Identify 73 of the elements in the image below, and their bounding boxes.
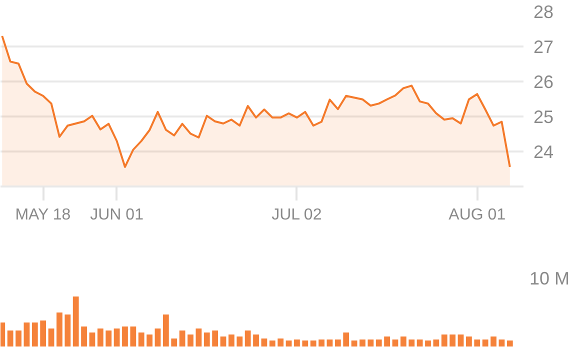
x-tick-label: JUN 01	[90, 206, 144, 224]
bar	[48, 328, 54, 346]
bar	[368, 340, 374, 346]
y-tick-label: 27	[534, 37, 554, 57]
bar	[384, 336, 390, 346]
bar	[56, 312, 62, 346]
bar	[392, 340, 398, 346]
bar	[310, 340, 316, 346]
bar	[506, 340, 513, 346]
bar	[302, 340, 308, 346]
x-tick-label: AUG 01	[448, 206, 506, 224]
bar	[351, 340, 358, 346]
bar	[24, 322, 30, 346]
y-tick-label: 28	[534, 2, 554, 22]
bar	[220, 336, 226, 346]
bar	[278, 338, 284, 346]
bar	[253, 334, 259, 346]
bar	[171, 338, 178, 346]
bar	[97, 328, 104, 346]
bar	[72, 296, 79, 346]
bar	[269, 340, 276, 346]
bar	[204, 332, 210, 346]
text: 10 M	[530, 268, 570, 288]
bar	[162, 314, 169, 346]
bar	[130, 326, 136, 346]
bar	[408, 340, 415, 346]
bar	[490, 336, 496, 346]
bar	[32, 322, 38, 346]
bar	[244, 330, 251, 346]
bar	[146, 334, 152, 346]
bar	[138, 332, 144, 346]
x-tick-label: MAY 18	[15, 206, 71, 224]
bar	[458, 334, 464, 346]
bar	[474, 340, 480, 346]
bar	[106, 330, 112, 346]
bar	[466, 336, 472, 346]
x-tick-label: JUL 02	[272, 206, 322, 224]
bar	[122, 326, 128, 346]
bar	[450, 334, 456, 346]
bar	[154, 328, 161, 346]
bar	[400, 336, 406, 346]
y-tick-label: 25	[534, 107, 554, 127]
bar	[482, 340, 488, 346]
bar	[416, 340, 423, 346]
y-tick-label: 26	[534, 72, 554, 92]
bar	[81, 326, 87, 346]
bar	[343, 332, 350, 346]
bar	[188, 334, 194, 346]
bar	[294, 340, 300, 346]
bar	[498, 340, 505, 346]
bar	[64, 314, 71, 346]
bar	[40, 320, 46, 346]
bar	[261, 338, 268, 346]
bar	[16, 330, 22, 346]
bar	[318, 340, 324, 346]
bar	[7, 330, 14, 346]
bar	[228, 334, 234, 346]
bar	[89, 332, 96, 346]
y-tick-label: 24	[534, 142, 554, 162]
bar	[212, 330, 218, 346]
bar	[196, 328, 202, 346]
bar	[0, 322, 6, 346]
bar	[376, 340, 382, 346]
bar	[441, 334, 448, 346]
bar	[360, 340, 366, 346]
bar	[326, 340, 333, 346]
bar	[433, 340, 440, 346]
bar	[334, 340, 341, 346]
bar	[236, 336, 243, 346]
bar	[179, 330, 186, 346]
bar	[114, 328, 120, 346]
bar	[286, 340, 292, 346]
bar	[425, 340, 431, 346]
